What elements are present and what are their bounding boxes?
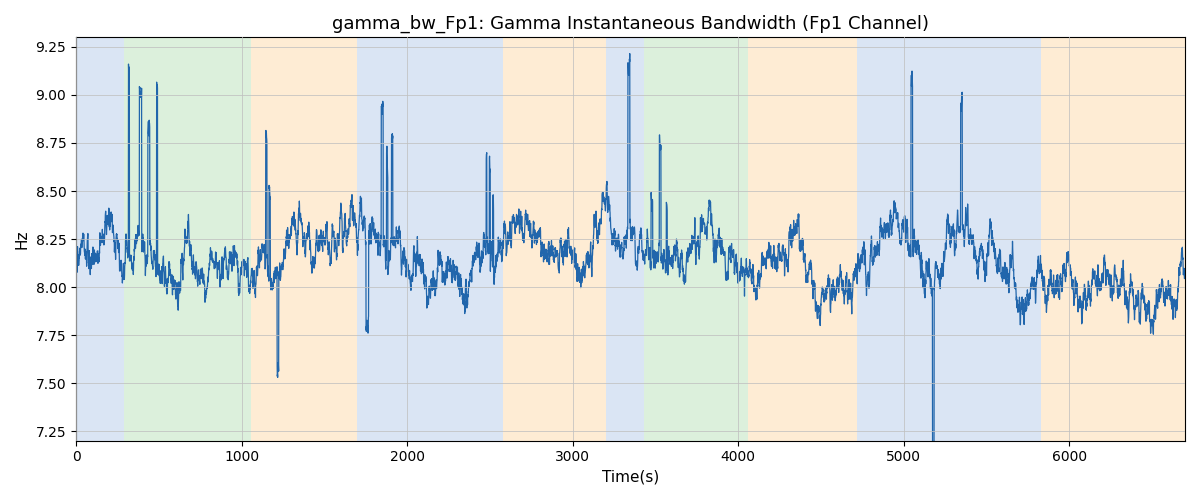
Title: gamma_bw_Fp1: Gamma Instantaneous Bandwidth (Fp1 Channel): gamma_bw_Fp1: Gamma Instantaneous Bandwi… [332,15,929,34]
Bar [358,38,503,440]
Bar [76,38,124,440]
Bar [503,38,606,440]
Bar [857,38,1040,440]
Bar [1040,38,1186,440]
Bar [643,38,748,440]
Bar [748,38,857,440]
Bar [124,38,252,440]
Y-axis label: Hz: Hz [14,230,30,249]
Bar [252,38,358,440]
Bar [606,38,643,440]
X-axis label: Time(s): Time(s) [602,470,659,485]
